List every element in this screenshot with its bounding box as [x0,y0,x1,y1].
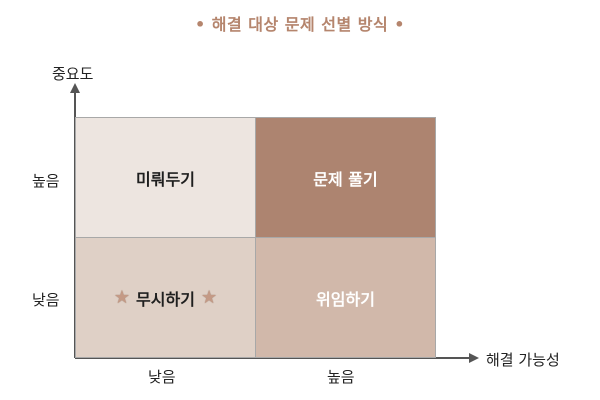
x-axis-title: 해결 가능성 [486,351,560,369]
x-tick-low: 낮음 [148,368,176,386]
star-icon: ★ [200,287,218,308]
quadrant-ignore-label: 무시하기 [136,289,195,309]
y-axis-title: 중요도 [52,65,94,83]
quadrant-delegate-label: 위임하기 [316,289,375,309]
quadrant-solve: 문제 풀기 [255,117,436,238]
quadrant-postpone: 미뤄두기 [75,117,256,238]
diagram-title: • 해결 대상 문제 선별 방식 • [194,15,406,34]
quadrant-ignore: ★ 무시하기 ★ [75,237,256,358]
x-tick-high: 높음 [327,368,355,386]
quadrant-postpone-label: 미뤄두기 [136,169,195,189]
y-tick-low: 낮음 [32,291,60,309]
quadrant-solve-label: 문제 풀기 [313,169,378,189]
star-icon: ★ [113,287,131,308]
y-tick-high: 높음 [32,172,60,190]
quadrant-delegate: 위임하기 [255,237,436,358]
